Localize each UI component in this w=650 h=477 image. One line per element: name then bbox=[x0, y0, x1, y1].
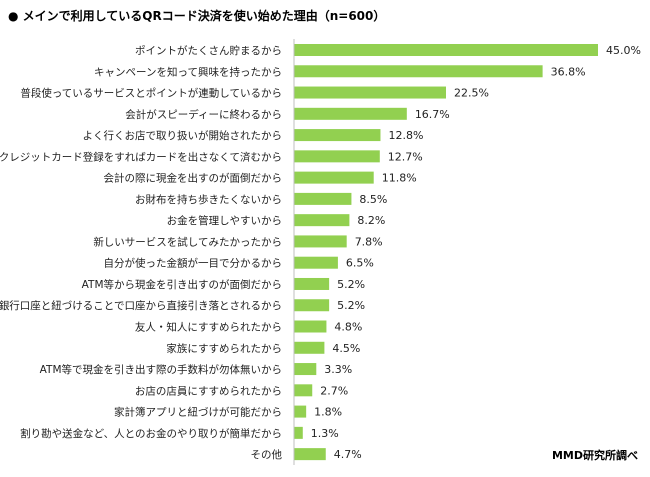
category-label: 新しいサービスを試してみたかったから bbox=[93, 235, 282, 248]
data-label: 4.5% bbox=[332, 342, 360, 355]
category-label: その他 bbox=[251, 448, 283, 461]
chart-title: ● メインで利用しているQRコード決済を使い始めた理由（n=600） bbox=[8, 9, 386, 23]
data-label: 5.2% bbox=[337, 299, 365, 312]
data-label: 4.7% bbox=[334, 448, 362, 461]
data-label: 22.5% bbox=[454, 87, 489, 100]
bar bbox=[294, 107, 407, 120]
data-label: 1.3% bbox=[311, 427, 339, 440]
category-label: ATM等から現金を引き出すのが面倒だから bbox=[82, 278, 282, 291]
bar bbox=[294, 277, 330, 290]
category-label: 会計がスピーディーに終わるから bbox=[125, 108, 282, 121]
bar bbox=[294, 171, 374, 184]
bar bbox=[294, 405, 307, 418]
category-label: 割り勘や送金など、人とのお金のやり取りが簡単だから bbox=[20, 427, 282, 440]
bar bbox=[294, 44, 598, 56]
bar bbox=[294, 235, 347, 248]
category-label: ATM等で現金を引き出す際の手数料が勿体無いから bbox=[40, 363, 282, 376]
category-label: 銀行口座と紐づけることで口座から直接引き落とされるから bbox=[0, 299, 282, 312]
bar bbox=[294, 65, 543, 78]
data-label: 12.7% bbox=[388, 150, 423, 163]
data-label: 6.5% bbox=[346, 257, 374, 270]
category-label: 家計簿アプリと紐づけが可能だから bbox=[114, 406, 282, 419]
bar bbox=[294, 192, 352, 205]
data-label: 36.8% bbox=[551, 65, 586, 78]
data-label: 5.2% bbox=[337, 278, 365, 291]
source-note: MMD研究所調べ bbox=[551, 449, 638, 462]
category-label: キャンペーンを知って興味を持ったから bbox=[94, 65, 282, 78]
bar bbox=[294, 363, 317, 376]
category-label: 友人・知人にすすめられたから bbox=[135, 321, 282, 334]
data-label: 12.8% bbox=[388, 129, 423, 142]
bar bbox=[294, 150, 380, 163]
bar bbox=[294, 86, 446, 99]
data-label: 8.2% bbox=[357, 214, 385, 227]
data-label: 7.8% bbox=[355, 235, 383, 248]
data-label: 2.7% bbox=[320, 384, 348, 397]
data-label: 8.5% bbox=[359, 193, 387, 206]
data-label: 45.0% bbox=[606, 44, 641, 57]
category-label: お金を管理しやすいから bbox=[167, 214, 282, 227]
category-label: 会計の際に現金を出すのが面倒だから bbox=[104, 172, 283, 185]
data-label: 3.3% bbox=[324, 363, 352, 376]
bar bbox=[294, 426, 303, 439]
category-label: 自分が使った金額が一目で分かるから bbox=[104, 257, 283, 270]
category-label: ポイントがたくさん貯まるから bbox=[135, 44, 282, 57]
bar bbox=[294, 320, 327, 333]
category-label: お財布を持ち歩きたくないから bbox=[135, 193, 282, 206]
category-label: お店の店員にすすめられたから bbox=[135, 384, 282, 397]
data-label: 1.8% bbox=[314, 406, 342, 419]
data-label: 11.8% bbox=[382, 172, 417, 185]
bar bbox=[294, 256, 338, 269]
data-label: 16.7% bbox=[415, 108, 450, 121]
category-label: 家族にすすめられたから bbox=[166, 342, 282, 355]
data-label: 4.8% bbox=[334, 321, 362, 334]
category-label: クレジットカード登録をすればカードを出さなくて済むから bbox=[0, 150, 282, 163]
bar bbox=[294, 129, 381, 142]
bar bbox=[294, 299, 330, 312]
bar bbox=[294, 214, 350, 227]
category-label: 普段使っているサービスとポイントが連動しているから bbox=[20, 87, 282, 100]
bar bbox=[294, 341, 325, 354]
bar bbox=[294, 384, 313, 397]
bar bbox=[294, 448, 326, 461]
category-label: よく行くお店で取り扱いが開始されたから bbox=[83, 129, 283, 142]
